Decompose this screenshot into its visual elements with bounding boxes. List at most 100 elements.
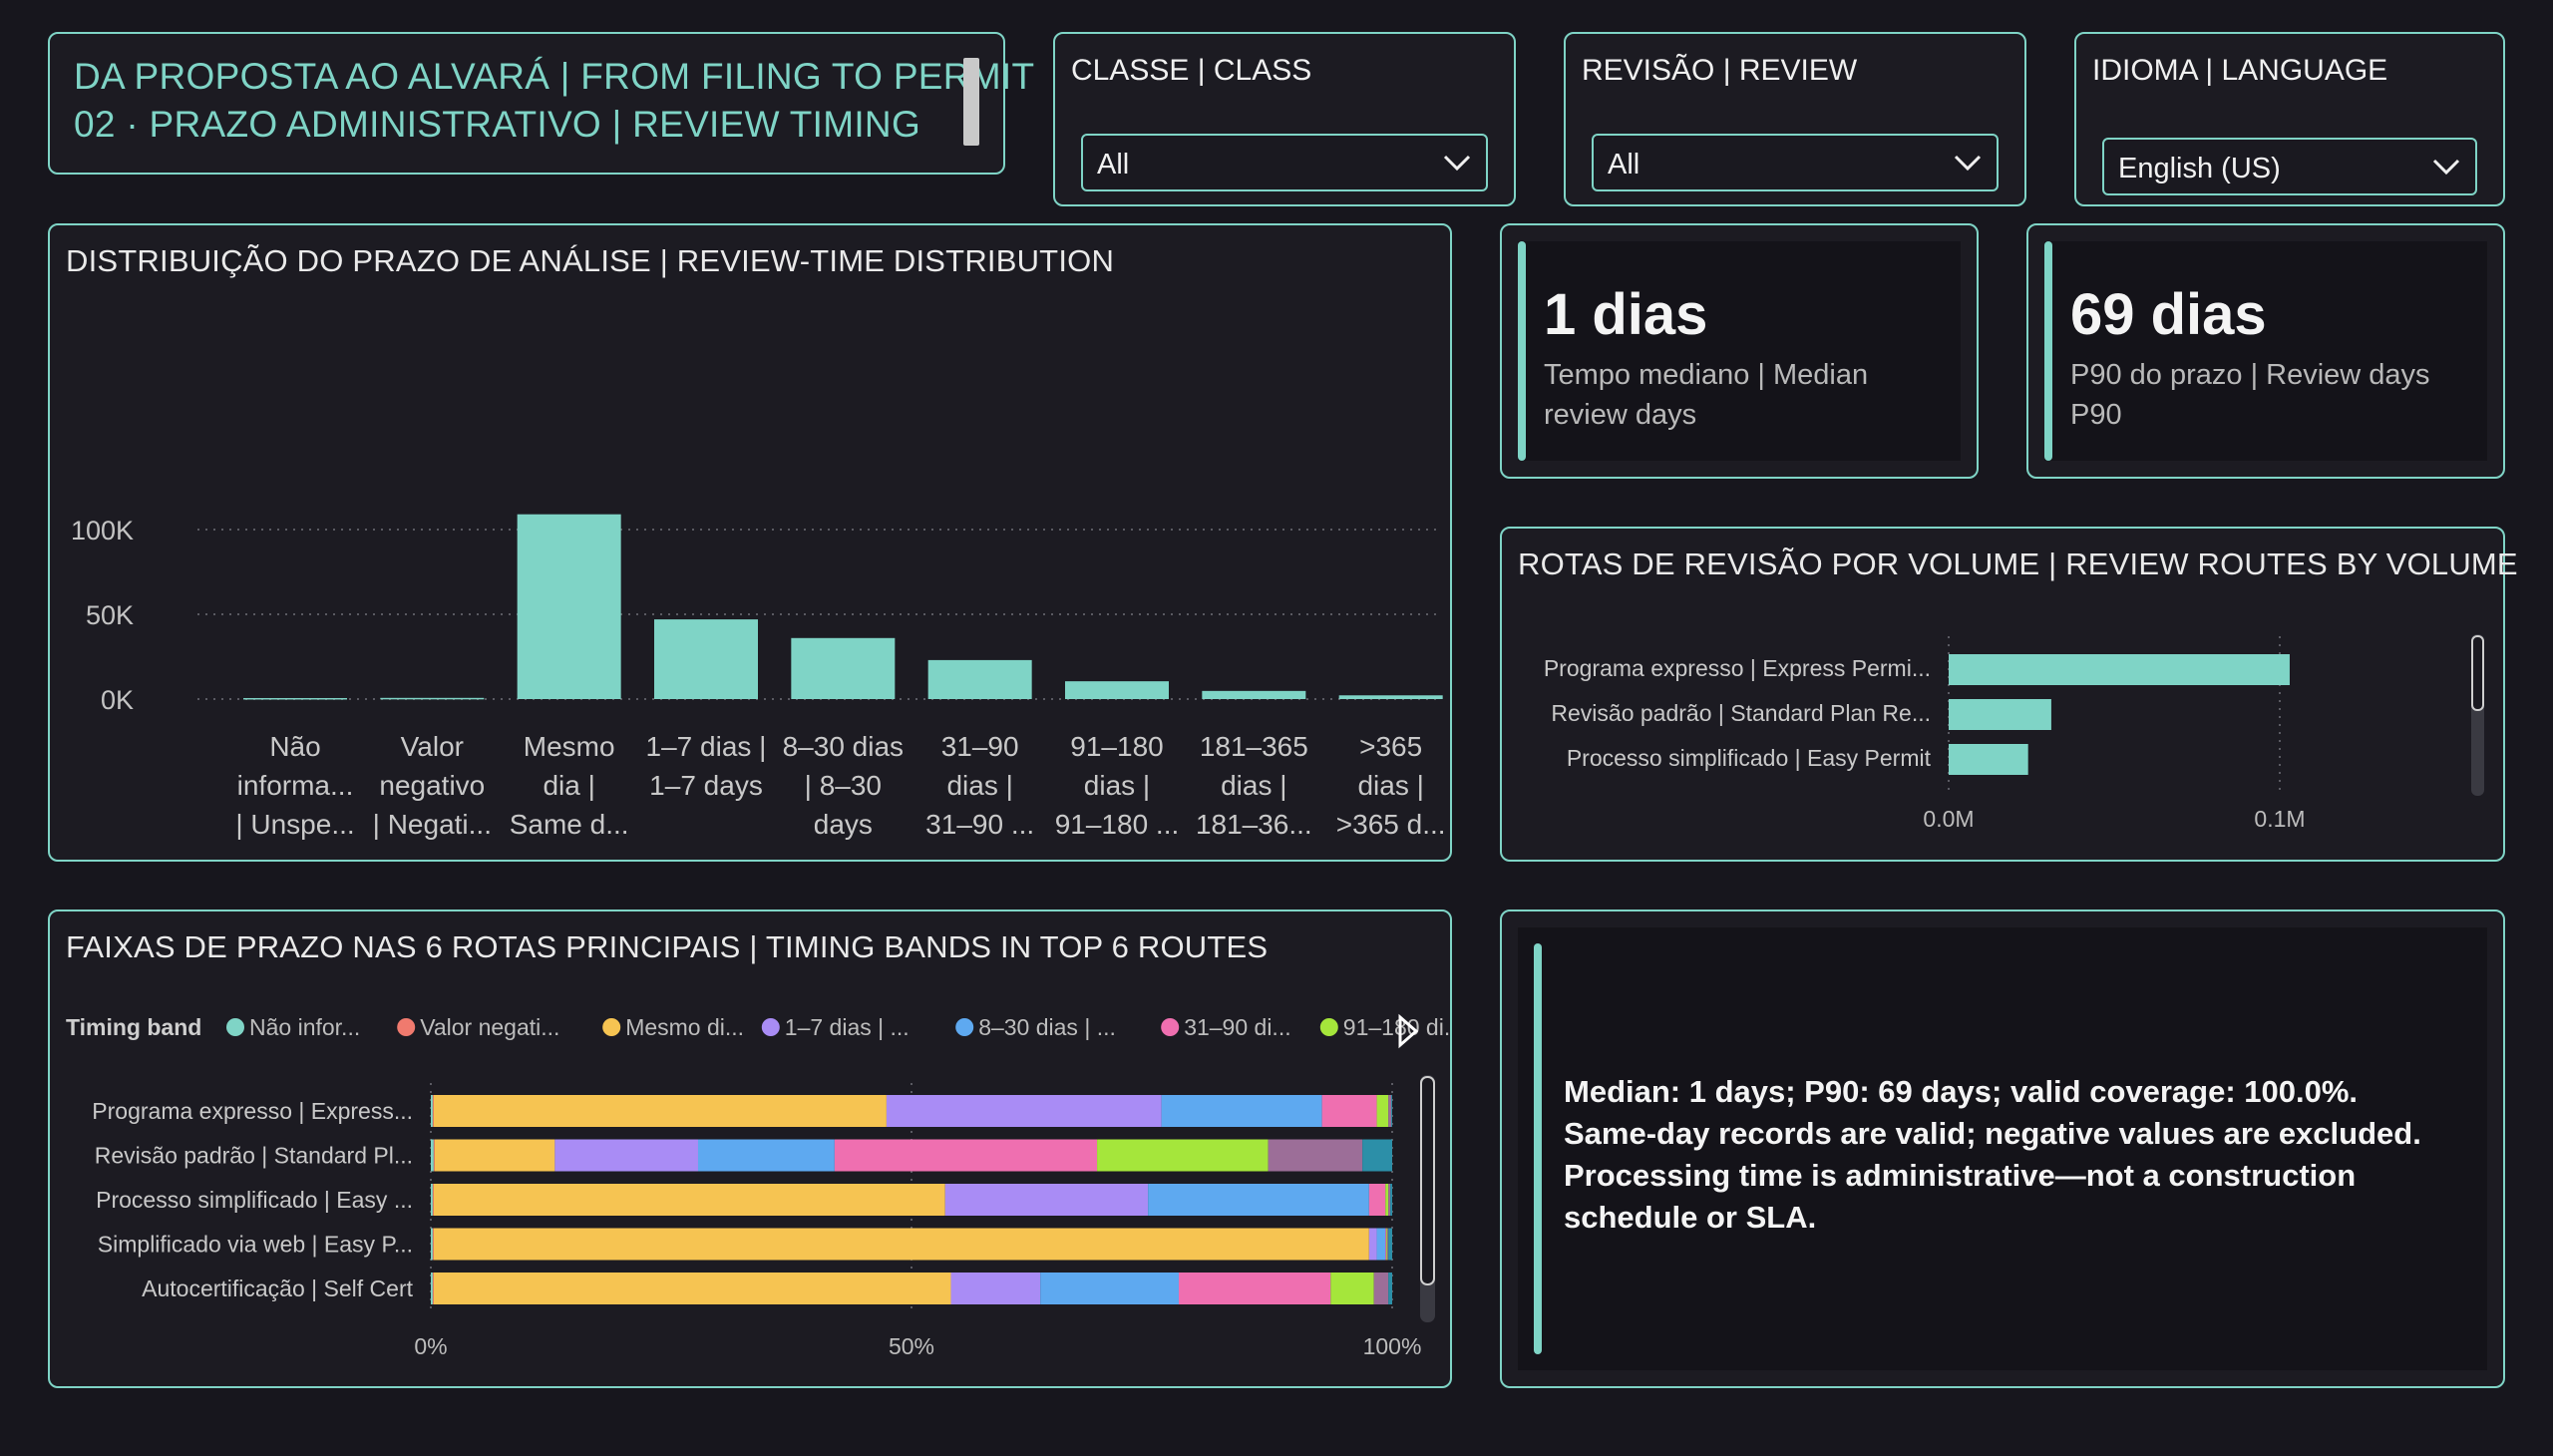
route-label: Simplificado via web | Easy P... [98,1232,413,1258]
stacked-segment [697,1139,835,1172]
route-label: Revisão padrão | Standard Pl... [95,1143,413,1169]
note-accent-bar [1534,943,1542,1354]
note-text: Median: 1 days; P90: 69 days; valid cove… [1564,1074,2421,1235]
median-kpi-value: 1 dias [1544,282,1708,347]
x-tick-label: negativo [379,770,485,801]
stacked-segment [432,1095,434,1127]
median-kpi-card: 1 dias Tempo mediano | Median review day… [1500,223,1979,479]
x-tick-label: | 8–30 [805,770,882,801]
legend-item: Mesmo di... [625,1014,744,1040]
report-title: DA PROPOSTA AO ALVARÁ | FROM FILING TO P… [74,56,1035,97]
stacked-segment [1387,1228,1389,1261]
route-volume-bar [1949,654,2290,685]
routes-volume-title: ROTAS DE REVISÃO POR VOLUME | REVIEW ROU… [1518,546,2518,581]
x-tick-label: Não [269,731,320,762]
stacked-segment [944,1184,1149,1216]
stacked-segment [433,1095,887,1127]
legend-item: Valor negati... [420,1014,559,1040]
legend-item: 31–90 di... [1184,1014,1290,1040]
x-tick-label: 100% [1363,1333,1422,1359]
route-label: Programa expresso | Express... [92,1098,413,1124]
legend-swatch [1161,1018,1180,1036]
stacked-segment [950,1273,1041,1304]
histogram-bar [1202,690,1306,699]
class-slicer: CLASSE | CLASS All [1053,32,1516,206]
review-dropdown-value: All [1608,149,1641,181]
x-tick-label: 0.1M [2254,806,2305,832]
route-label: Revisão padrão | Standard Plan Re... [1551,700,1931,726]
x-tick-label: 0% [414,1333,447,1359]
stacked-segment [1368,1184,1386,1216]
chevron-down-icon [1443,155,1471,172]
x-tick-label: 50% [889,1333,934,1359]
stacked-segment [1391,1095,1392,1127]
timing-bands-panel: FAIXAS DE PRAZO NAS 6 ROTAS PRINCIPAIS |… [48,910,1452,1388]
legend-next-icon [1398,1013,1419,1049]
review-slicer-label: REVISÃO | REVIEW [1582,54,1858,87]
stacked-segment [1362,1139,1392,1172]
stacked-segment [1373,1273,1389,1304]
legend-item: 8–30 dias | ... [978,1014,1116,1040]
legend-swatch [1319,1018,1338,1036]
language-dropdown-value: English (US) [2118,153,2281,184]
stacked-segment [431,1139,434,1172]
x-tick-label: 0.0M [1923,806,1974,832]
legend-item: 1–7 dias | ... [785,1014,910,1040]
stacked-segment [554,1139,698,1172]
p90-kpi-card: 69 dias P90 do prazo | Review days P90 [2026,223,2505,479]
stacked-segment [1386,1228,1388,1261]
histogram-bar [380,697,485,700]
x-tick-label: 1–7 days [649,770,763,801]
header-scrollbar[interactable] [963,58,979,146]
language-dropdown[interactable]: English (US) [2102,138,2477,195]
stacked-segment [433,1139,435,1172]
stacked-segment [1368,1228,1377,1261]
x-tick-label: 91–180 ... [1055,809,1180,840]
stacked-segment [432,1228,434,1261]
stacked-segment [886,1095,1162,1127]
x-tick-label: informa... [237,770,354,801]
review-dropdown[interactable]: All [1592,134,1999,191]
histogram-bar [791,637,896,699]
legend-swatch [602,1018,621,1036]
stacked-segment [1390,1184,1392,1216]
routes-volume-panel: ROTAS DE REVISÃO POR VOLUME | REVIEW ROU… [1500,527,2518,862]
route-label: Autocertificação | Self Cert [142,1275,413,1301]
p90-kpi-label: P90 do prazo | Review days P90 [2070,359,2430,431]
legend-title: Timing band [66,1014,201,1040]
distribution-chart-panel: DISTRIBUIÇÃO DO PRAZO DE ANÁLISE | REVIE… [48,223,1452,862]
x-tick-label: dia | [543,770,594,801]
stacked-segment [1268,1139,1363,1172]
route-label: Programa expresso | Express Permi... [1544,655,1931,681]
class-slicer-label: CLASSE | CLASS [1071,54,1312,87]
scrollbar-thumb [2471,635,2484,711]
distribution-chart: 0K 50K 100K Não informa... | Unspe... Valor neg… [71,514,1446,840]
x-tick-label: | Negati... [373,809,492,840]
histogram-bar [517,514,621,699]
note-background [1518,927,2487,1370]
histogram-bar [927,659,1032,699]
route-volume-bar [1949,699,2051,730]
distribution-chart-title: DISTRIBUIÇÃO DO PRAZO DE ANÁLISE | REVIE… [66,243,1115,278]
stacked-segment [1376,1228,1386,1261]
route-label: Processo simplificado | Easy Permit [1567,745,1932,771]
stacked-segment [1388,1184,1391,1216]
median-kpi-label: Tempo mediano | Median review days [1544,359,1869,431]
legend-swatch [955,1018,974,1036]
histogram-bar [654,619,758,699]
stacked-segment [1388,1228,1392,1261]
x-tick-label: 181–365 [1200,731,1308,762]
language-slicer-label: IDIOMA | LANGUAGE [2092,54,2388,87]
stacked-segment [1330,1273,1374,1304]
x-tick-label: dias | [946,770,1012,801]
x-tick-label: >365 d... [1336,809,1446,840]
histogram-bar [1065,681,1169,699]
stacked-segment [1040,1273,1179,1304]
class-dropdown[interactable]: All [1081,134,1488,191]
scrollbar-thumb [1420,1076,1435,1285]
x-tick-label: 181–36... [1196,809,1312,840]
stacked-segment [1385,1184,1389,1216]
legend-item: Não infor... [249,1014,360,1040]
x-tick-label: Valor [401,731,464,762]
stacked-segment [1097,1139,1269,1172]
